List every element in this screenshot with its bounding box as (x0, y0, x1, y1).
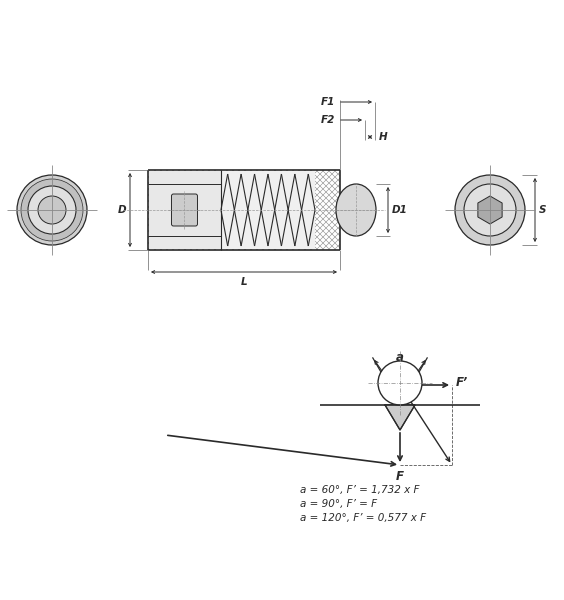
Polygon shape (478, 196, 502, 224)
Circle shape (378, 361, 422, 405)
FancyBboxPatch shape (171, 194, 197, 226)
Circle shape (17, 175, 87, 245)
Text: D1: D1 (392, 205, 408, 215)
Bar (149, 171, 221, 249)
Circle shape (464, 184, 516, 236)
Text: a = 120°, F’ = 0,577 x F: a = 120°, F’ = 0,577 x F (300, 513, 426, 523)
Text: F2: F2 (320, 115, 335, 125)
Text: a: a (396, 351, 404, 364)
Circle shape (28, 186, 76, 234)
Text: F1: F1 (320, 97, 335, 107)
Text: a = 90°, F’ = F: a = 90°, F’ = F (300, 499, 377, 509)
Circle shape (21, 179, 83, 241)
Text: a = 60°, F’ = 1,732 x F: a = 60°, F’ = 1,732 x F (300, 485, 420, 495)
Circle shape (38, 196, 66, 224)
Bar (221, 171, 315, 249)
Text: H: H (379, 132, 387, 142)
Circle shape (455, 175, 525, 245)
Text: F: F (396, 470, 404, 483)
Text: S: S (539, 205, 547, 215)
Ellipse shape (336, 184, 376, 236)
Text: F’: F’ (456, 377, 468, 389)
Text: D: D (117, 205, 126, 215)
Text: L: L (241, 277, 247, 287)
Polygon shape (385, 405, 415, 430)
